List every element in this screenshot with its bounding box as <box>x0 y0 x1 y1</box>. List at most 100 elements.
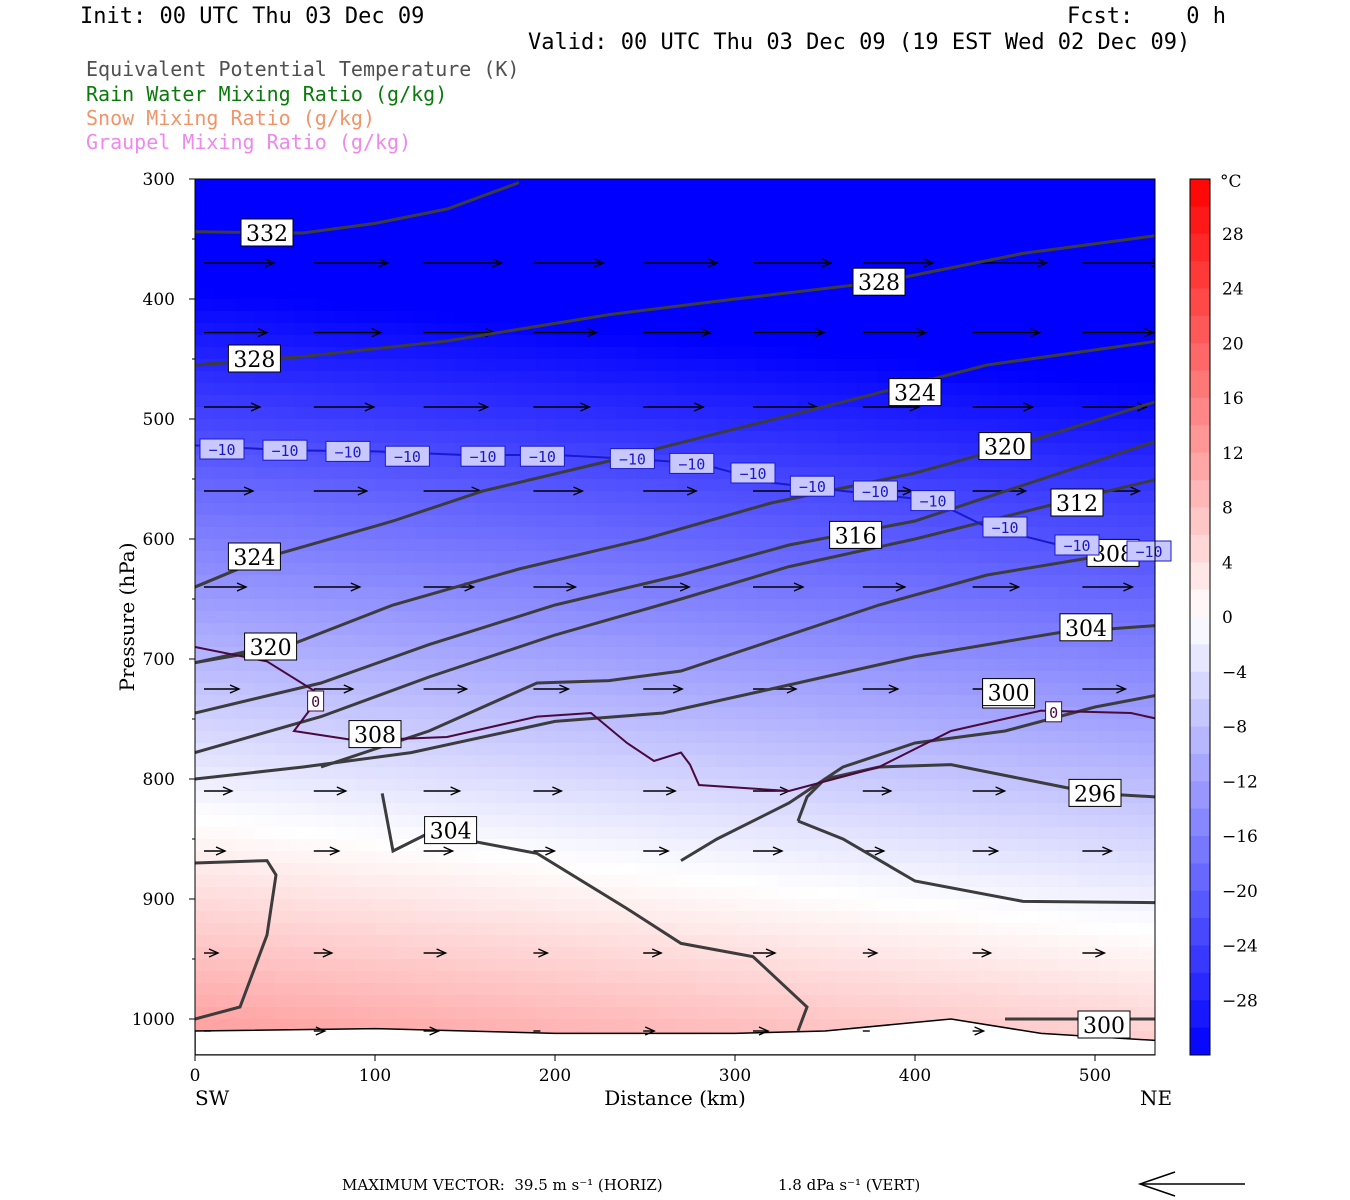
temperature-cell <box>315 191 337 204</box>
temperature-cell <box>355 251 377 264</box>
temperature-cell <box>736 887 758 900</box>
temperature-cell <box>977 959 999 972</box>
temperature-cell <box>897 335 919 348</box>
temperature-cell <box>816 431 838 444</box>
temperature-cell <box>576 251 598 264</box>
temperature-cell <box>215 791 237 804</box>
temperature-cell <box>215 575 237 588</box>
temperature-cell <box>215 731 237 744</box>
temperature-cell <box>696 287 718 300</box>
temperature-cell <box>576 947 598 960</box>
temperature-cell <box>776 827 798 840</box>
temperature-cell <box>1057 575 1079 588</box>
temperature-cell <box>215 515 237 528</box>
temperature-cell <box>1017 911 1039 924</box>
temperature-cell <box>997 287 1019 300</box>
temperature-cell <box>516 395 537 408</box>
temperature-cell <box>1037 767 1059 780</box>
temperature-cell <box>576 359 598 372</box>
temperature-cell <box>1017 959 1039 972</box>
temperature-cell <box>495 947 517 960</box>
temperature-cell <box>355 791 377 804</box>
temperature-cell <box>816 227 838 240</box>
temperature-cell <box>255 395 277 408</box>
temperature-cell <box>536 479 558 492</box>
temperature-cell <box>516 335 537 348</box>
temperature-cell <box>455 863 477 876</box>
temperature-cell <box>1117 935 1139 948</box>
temperature-cell <box>556 755 578 768</box>
temperature-cell <box>1037 1019 1059 1032</box>
temperature-cell <box>676 383 698 396</box>
temperature-cell <box>897 443 919 456</box>
temperature-cell <box>1097 815 1119 828</box>
temperature-cell <box>295 383 317 396</box>
temperature-cell <box>455 467 477 480</box>
temperature-cell <box>636 431 658 444</box>
colorbar-tick-label: 20 <box>1222 334 1244 354</box>
temperature-cell <box>636 983 658 996</box>
temperature-cell <box>415 599 437 612</box>
temperature-cell <box>736 275 758 288</box>
temperature-cell <box>816 695 838 708</box>
temperature-cell <box>997 935 1019 948</box>
temperature-cell <box>295 419 317 432</box>
temperature-cell <box>917 815 939 828</box>
temperature-cell <box>215 803 237 816</box>
temperature-cell <box>596 803 618 816</box>
temperature-cell <box>335 875 357 888</box>
temperature-cell <box>495 539 517 552</box>
temperature-cell <box>676 359 698 372</box>
temperature-cell <box>957 1007 979 1020</box>
legend-graupel: Graupel Mixing Ratio (g/kg) <box>86 130 412 154</box>
temperature-cell <box>977 467 999 480</box>
temperature-cell <box>656 587 678 600</box>
temperature-cell <box>1137 611 1155 624</box>
temperature-cell <box>1137 851 1155 864</box>
temperature-cell <box>195 419 216 432</box>
theta-e-contour <box>195 478 1155 755</box>
temperature-cell <box>295 815 317 828</box>
temperature-cell <box>857 587 879 600</box>
temperature-cell <box>295 311 317 324</box>
temperature-cell <box>656 743 678 756</box>
temperature-cell <box>576 743 598 756</box>
temperature-cell <box>1117 911 1139 924</box>
temperature-cell <box>957 935 979 948</box>
temperature-cell <box>636 191 658 204</box>
temperature-cell <box>977 779 999 792</box>
temperature-cell <box>536 179 558 192</box>
temperature-cell <box>696 227 718 240</box>
temperature-cell <box>837 947 858 960</box>
colorbar-band <box>1190 534 1210 563</box>
temperature-cell <box>796 971 818 984</box>
temperature-cell <box>676 491 698 504</box>
temperature-cell <box>1037 1007 1059 1020</box>
temperature-cell <box>375 407 397 420</box>
temperature-cell <box>736 215 758 228</box>
temperature-cell <box>275 515 297 528</box>
temperature-cell <box>696 983 718 996</box>
temperature-cell <box>756 731 778 744</box>
temperature-cell <box>375 239 397 252</box>
temperature-cell <box>455 299 477 312</box>
temperature-cell <box>556 539 578 552</box>
temperature-cell <box>977 1007 999 1020</box>
temperature-cell <box>1037 275 1059 288</box>
temperature-cell <box>957 851 979 864</box>
colorbar-band <box>1190 1027 1210 1056</box>
temperature-cell <box>877 695 899 708</box>
temperature-cell <box>636 839 658 852</box>
temperature-cell <box>315 563 337 576</box>
temperature-cell <box>395 695 417 708</box>
wind-vector <box>643 846 670 856</box>
temperature-cell <box>596 695 618 708</box>
temperature-cell <box>395 671 417 684</box>
temperature-cell <box>937 779 959 792</box>
temperature-cell <box>1057 755 1079 768</box>
temperature-cell <box>576 635 598 648</box>
temperature-cell <box>756 887 778 900</box>
temperature-cell <box>837 899 858 912</box>
temperature-cell <box>1017 983 1039 996</box>
temperature-cell <box>1097 923 1119 936</box>
